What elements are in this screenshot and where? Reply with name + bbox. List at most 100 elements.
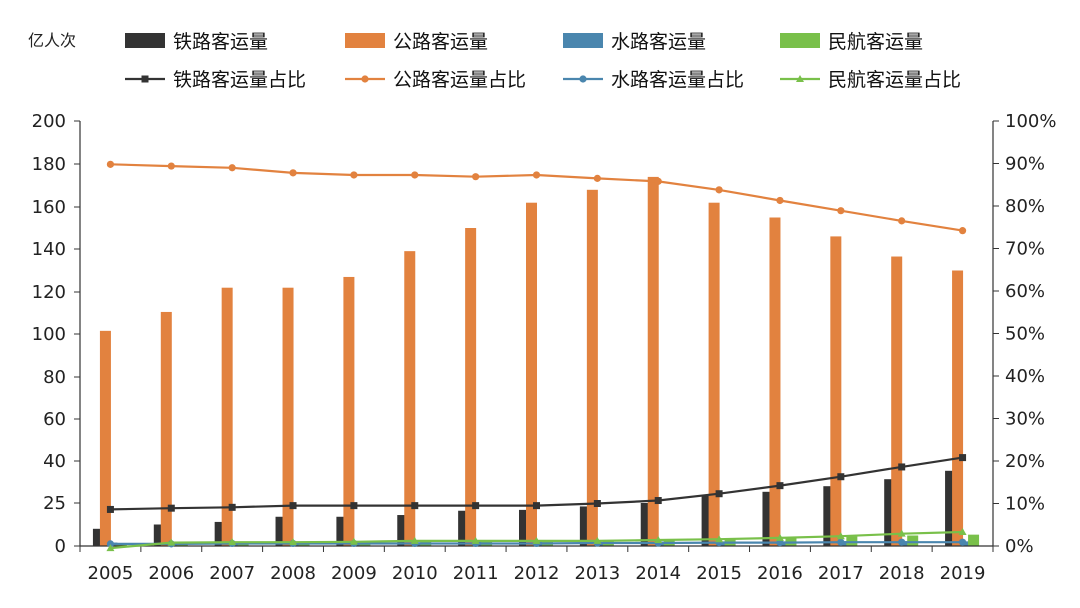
bar-2-2009 bbox=[343, 276, 355, 546]
bar-1-2006 bbox=[153, 524, 163, 546]
left-tick-label: 25 bbox=[43, 493, 66, 514]
point-1-2012 bbox=[533, 502, 540, 510]
legend-swatch-bar-1 bbox=[125, 33, 165, 48]
point-3-2019 bbox=[958, 538, 967, 546]
bar-1-2012 bbox=[519, 509, 528, 546]
point-4-2012 bbox=[532, 536, 541, 544]
right-tick-label: 10% bbox=[1005, 494, 1045, 515]
bar-4-2019 bbox=[968, 534, 980, 546]
point-3-2005 bbox=[106, 540, 115, 548]
left-tick-label: 120 bbox=[32, 282, 66, 303]
point-4-2016 bbox=[775, 533, 784, 541]
x-tick-label: 2018 bbox=[879, 563, 925, 584]
point-4-2015 bbox=[715, 535, 724, 543]
bar-2-2010 bbox=[404, 251, 416, 546]
bar-2-2013 bbox=[586, 189, 598, 547]
left-tick-label: 40 bbox=[43, 451, 66, 472]
right-tick-label: 20% bbox=[1005, 451, 1045, 472]
legend-label-line-2: 公路客运量占比 bbox=[393, 69, 526, 91]
point-1-2006 bbox=[167, 504, 175, 512]
point-2-2010 bbox=[411, 171, 419, 179]
bar-2-2015 bbox=[708, 202, 720, 546]
legend-marker-2 bbox=[361, 75, 369, 83]
bar-2-2018 bbox=[891, 256, 903, 546]
point-2-2019 bbox=[958, 227, 967, 235]
left-tick-label: 80 bbox=[43, 367, 66, 388]
x-tick-label: 2016 bbox=[757, 563, 803, 584]
x-tick-label: 2005 bbox=[88, 563, 134, 584]
point-4-2011 bbox=[471, 536, 480, 544]
left-tick-label: 200 bbox=[32, 111, 66, 132]
legend-label-bar-1: 铁路客运量 bbox=[173, 31, 268, 53]
bar-2-2017 bbox=[830, 236, 842, 546]
bar-2-2007 bbox=[221, 287, 233, 546]
point-4-2010 bbox=[410, 536, 419, 544]
legend-swatch-bar-2 bbox=[345, 33, 385, 48]
x-tick-label: 2013 bbox=[574, 563, 620, 584]
legend-label-bar-2: 公路客运量 bbox=[393, 31, 488, 53]
point-4-2013 bbox=[593, 536, 602, 544]
x-tick-label: 2011 bbox=[453, 563, 499, 584]
point-2-2009 bbox=[350, 171, 358, 179]
legend-label-bar-3: 水路客运量 bbox=[611, 31, 706, 53]
point-2-2017 bbox=[837, 207, 845, 215]
point-2-2015 bbox=[715, 186, 723, 194]
point-1-2016 bbox=[776, 482, 784, 490]
x-tick-label: 2017 bbox=[818, 563, 864, 584]
line-series-group bbox=[106, 160, 967, 552]
point-1-2015 bbox=[715, 490, 723, 498]
bar-2-2005 bbox=[99, 330, 111, 546]
legend-marker-4 bbox=[796, 75, 804, 82]
left-tick-label: 100 bbox=[32, 324, 66, 345]
bar-1-2019 bbox=[945, 470, 955, 546]
point-4-2017 bbox=[836, 532, 845, 540]
bar-1-2013 bbox=[579, 506, 589, 546]
point-4-2007 bbox=[228, 538, 237, 546]
right-tick-label: 30% bbox=[1005, 409, 1045, 430]
bar-1-2014 bbox=[640, 503, 650, 546]
bar-1-2009 bbox=[336, 516, 346, 546]
point-3-2017 bbox=[837, 538, 845, 546]
x-tick-label: 2008 bbox=[270, 563, 316, 584]
right-tick-label: 90% bbox=[1005, 154, 1045, 175]
bar-series-group bbox=[92, 176, 980, 547]
x-tick-label: 2009 bbox=[331, 563, 377, 584]
point-1-2011 bbox=[472, 502, 480, 510]
x-tick-label: 2006 bbox=[148, 563, 194, 584]
x-tick-label: 2012 bbox=[514, 563, 560, 584]
bar-1-2010 bbox=[397, 515, 407, 546]
bar-2-2008 bbox=[282, 287, 294, 546]
point-1-2019 bbox=[959, 454, 967, 462]
x-tick-label: 2014 bbox=[635, 563, 681, 584]
point-4-2005 bbox=[106, 544, 115, 552]
bar-4-2018 bbox=[907, 535, 919, 546]
bar-1-2016 bbox=[762, 491, 772, 546]
bar-2-2016 bbox=[769, 217, 781, 546]
left-tick-label: 0 bbox=[55, 536, 66, 557]
bar-2-2014 bbox=[647, 176, 659, 546]
legend-swatch-bar-4 bbox=[780, 33, 820, 48]
bar-2-2011 bbox=[465, 228, 477, 546]
bar-2-2006 bbox=[160, 311, 172, 546]
point-1-2007 bbox=[228, 503, 236, 511]
right-tick-label: 0% bbox=[1005, 536, 1034, 557]
point-1-2010 bbox=[411, 502, 419, 510]
point-1-2017 bbox=[837, 473, 845, 481]
point-4-2018 bbox=[897, 529, 906, 537]
right-tick-label: 80% bbox=[1005, 196, 1045, 217]
bar-1-2015 bbox=[701, 496, 711, 546]
left-tick-label: 160 bbox=[32, 197, 66, 218]
point-2-2007 bbox=[228, 164, 236, 172]
right-tick-label: 100% bbox=[1005, 111, 1056, 132]
point-1-2009 bbox=[350, 502, 358, 510]
right-tick-label: 70% bbox=[1005, 239, 1045, 260]
point-1-2005 bbox=[106, 505, 114, 513]
legend-swatch-bar-3 bbox=[563, 33, 603, 48]
bar-1-2018 bbox=[884, 479, 894, 546]
point-4-2008 bbox=[289, 538, 298, 546]
legend-label-line-1: 铁路客运量占比 bbox=[173, 69, 306, 91]
point-1-2008 bbox=[289, 502, 297, 510]
point-1-2013 bbox=[593, 500, 601, 507]
bar-1-2005 bbox=[92, 528, 102, 546]
legend-label-line-4: 民航客运量占比 bbox=[828, 69, 961, 91]
